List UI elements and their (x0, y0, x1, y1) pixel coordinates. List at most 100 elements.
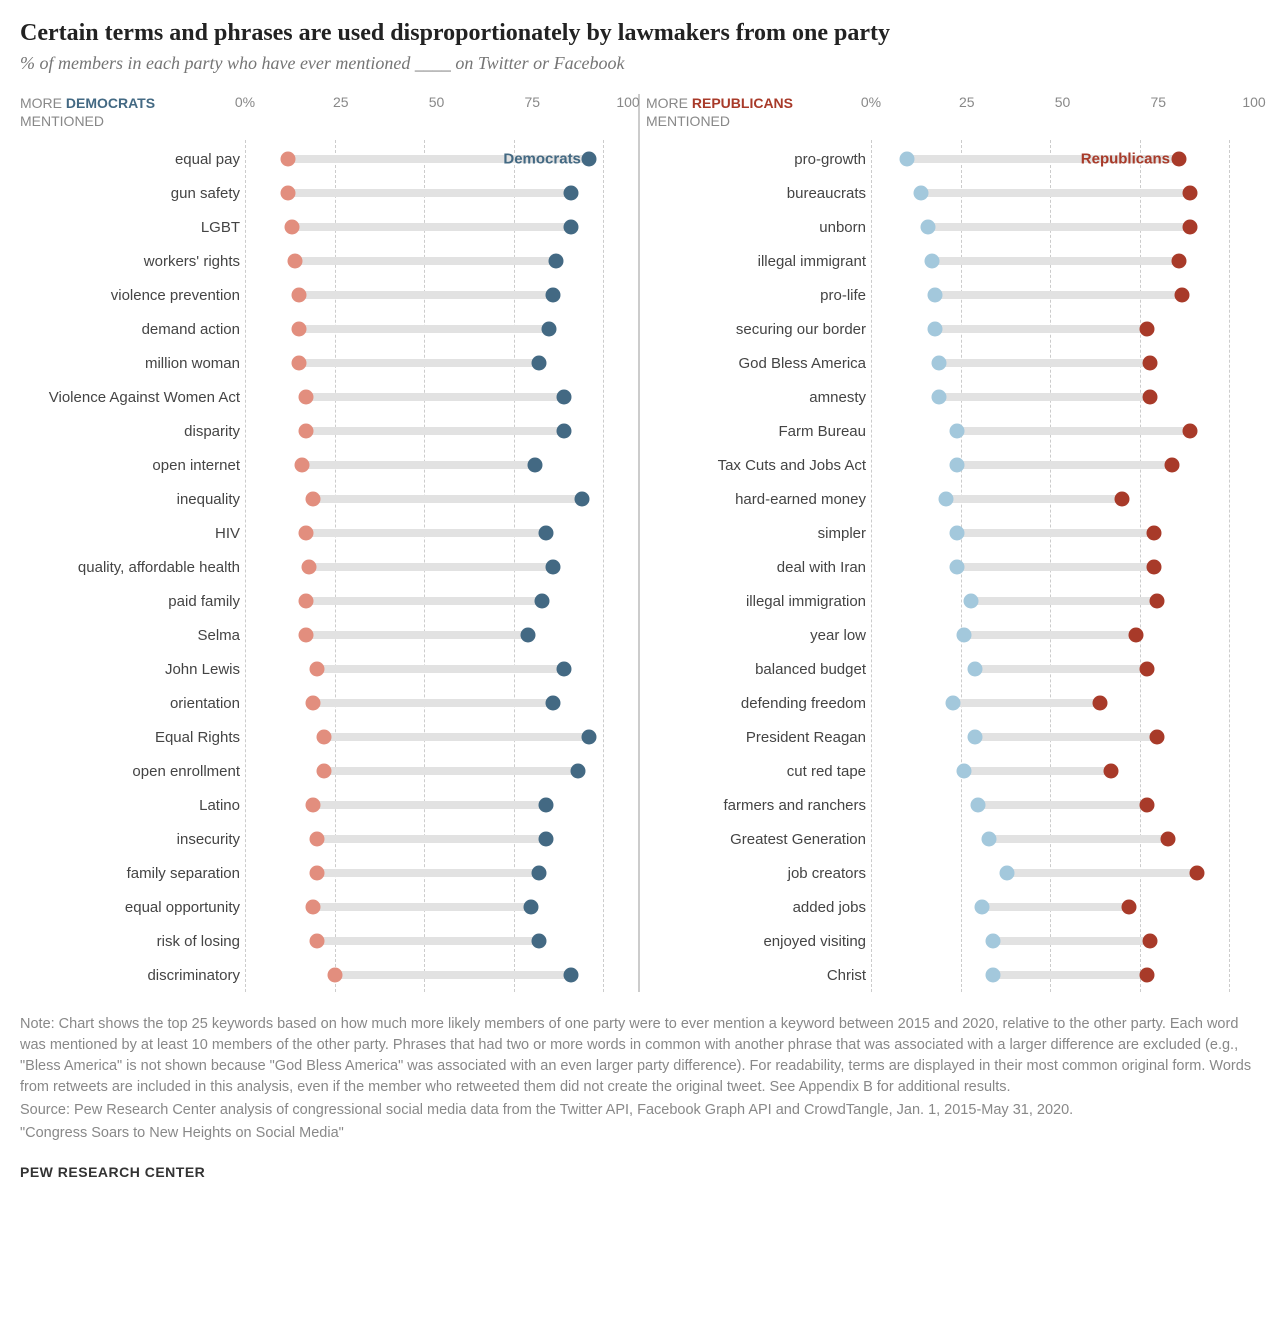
series-label: Republicans (1081, 151, 1170, 168)
row-label: disparity (20, 423, 245, 440)
row-track (871, 720, 1229, 754)
row-track (245, 822, 603, 856)
range-bar (317, 665, 564, 673)
rows-right: pro-growthRepublicansbureaucratsunbornil… (646, 142, 1254, 992)
dot-own-party (538, 798, 553, 813)
dot-own-party (563, 186, 578, 201)
dot-own-party (1139, 322, 1154, 337)
range-bar (1007, 869, 1197, 877)
dot-own-party (524, 900, 539, 915)
dot-own-party (1103, 764, 1118, 779)
row-track (871, 448, 1229, 482)
row-label: defending freedom (646, 695, 871, 712)
dot-other-party (985, 968, 1000, 983)
range-bar (921, 189, 1190, 197)
party-suffix: MENTIONED (20, 113, 104, 129)
party-name-dem: DEMOCRATS (66, 95, 155, 111)
dot-other-party (284, 220, 299, 235)
chart-row: paid family (20, 584, 628, 618)
dot-own-party (1146, 526, 1161, 541)
range-bar (971, 597, 1157, 605)
range-bar (299, 325, 550, 333)
row-label: Farm Bureau (646, 423, 871, 440)
row-track (245, 210, 603, 244)
row-track (245, 890, 603, 924)
range-bar (964, 631, 1136, 639)
dot-own-party (1161, 832, 1176, 847)
row-track (871, 958, 1229, 992)
chart-row: President Reagan (646, 720, 1254, 754)
row-track (245, 448, 603, 482)
chart-row: job creators (646, 856, 1254, 890)
row-label: added jobs (646, 899, 871, 916)
row-track (245, 788, 603, 822)
dot-other-party (932, 390, 947, 405)
dot-other-party (298, 526, 313, 541)
range-bar (317, 835, 546, 843)
party-suffix: MENTIONED (646, 113, 730, 129)
dot-other-party (964, 594, 979, 609)
row-label: farmers and ranchers (646, 797, 871, 814)
panel-header-right: MORE REPUBLICANS MENTIONED 0%255075100 (646, 94, 1254, 138)
range-bar (302, 461, 535, 469)
axis-tick-label: 75 (1150, 94, 1166, 110)
row-track (871, 516, 1229, 550)
range-bar (317, 937, 539, 945)
dot-other-party (914, 186, 929, 201)
axis-tick-label: 100 (616, 94, 639, 110)
range-bar (957, 563, 1154, 571)
chart-row: discriminatory (20, 958, 628, 992)
row-label: deal with Iran (646, 559, 871, 576)
chart-row: pro-life (646, 278, 1254, 312)
row-label: simpler (646, 525, 871, 542)
row-label: paid family (20, 593, 245, 610)
dot-other-party (306, 798, 321, 813)
range-bar (978, 801, 1146, 809)
dot-other-party (306, 900, 321, 915)
dot-own-party (1128, 628, 1143, 643)
range-bar (306, 597, 542, 605)
row-track (871, 788, 1229, 822)
row-label: Tax Cuts and Jobs Act (646, 457, 871, 474)
chart-row: Greatest Generation (646, 822, 1254, 856)
party-prefix: MORE (20, 95, 66, 111)
dot-other-party (949, 526, 964, 541)
row-label: illegal immigration (646, 593, 871, 610)
source-text: Source: Pew Research Center analysis of … (20, 1100, 1254, 1121)
chart-row: illegal immigrant (646, 244, 1254, 278)
row-label: inequality (20, 491, 245, 508)
row-track (871, 346, 1229, 380)
chart-row: gun safety (20, 176, 628, 210)
chart-row: securing our border (646, 312, 1254, 346)
dot-own-party (1093, 696, 1108, 711)
dot-own-party (1182, 424, 1197, 439)
series-label: Democrats (503, 151, 581, 168)
chart-row: Equal Rights (20, 720, 628, 754)
row-label: demand action (20, 321, 245, 338)
range-bar (324, 733, 589, 741)
chart-row: farmers and ranchers (646, 788, 1254, 822)
dot-own-party (1175, 288, 1190, 303)
range-bar (306, 631, 528, 639)
row-label: insecurity (20, 831, 245, 848)
party-name-rep: REPUBLICANS (692, 95, 793, 111)
range-bar (957, 529, 1154, 537)
chart-row: hard-earned money (646, 482, 1254, 516)
chart-row: orientation (20, 686, 628, 720)
range-bar (335, 971, 571, 979)
dot-other-party (1000, 866, 1015, 881)
range-bar (957, 461, 1172, 469)
chart-row: family separation (20, 856, 628, 890)
chart-row: Tax Cuts and Jobs Act (646, 448, 1254, 482)
row-track (245, 720, 603, 754)
range-bar (935, 325, 1146, 333)
row-track (871, 380, 1229, 414)
row-label: balanced budget (646, 661, 871, 678)
row-label: Latino (20, 797, 245, 814)
chart-row: simpler (646, 516, 1254, 550)
dot-own-party (1164, 458, 1179, 473)
dot-own-party (1150, 594, 1165, 609)
chart-row: cut red tape (646, 754, 1254, 788)
range-bar (313, 495, 582, 503)
party-prefix: MORE (646, 95, 692, 111)
